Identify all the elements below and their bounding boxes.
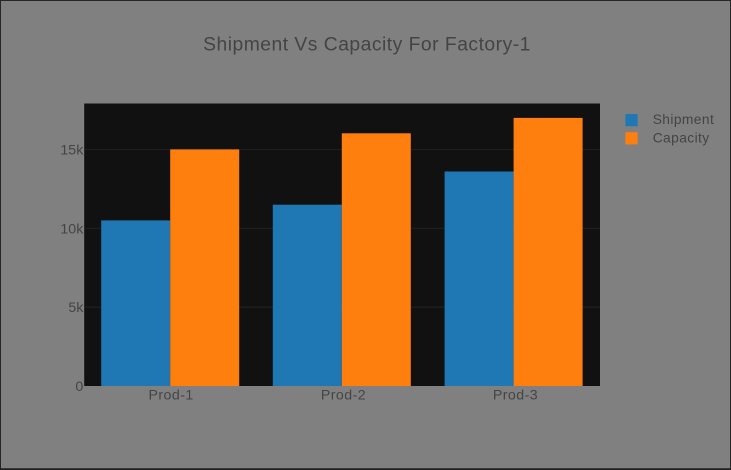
svg-text:Prod-1: Prod-1 [148, 387, 193, 403]
svg-text:15k: 15k [60, 142, 84, 158]
svg-text:0: 0 [75, 379, 83, 395]
svg-text:Capacity: Capacity [653, 130, 710, 145]
svg-text:5k: 5k [68, 300, 84, 316]
svg-text:Shipment Vs Capacity For Facto: Shipment Vs Capacity For Factory-1 [203, 34, 531, 55]
svg-text:Prod-2: Prod-2 [321, 387, 366, 403]
svg-text:Shipment: Shipment [653, 112, 715, 127]
svg-text:Prod-3: Prod-3 [493, 387, 538, 403]
svg-text:10k: 10k [60, 221, 84, 237]
